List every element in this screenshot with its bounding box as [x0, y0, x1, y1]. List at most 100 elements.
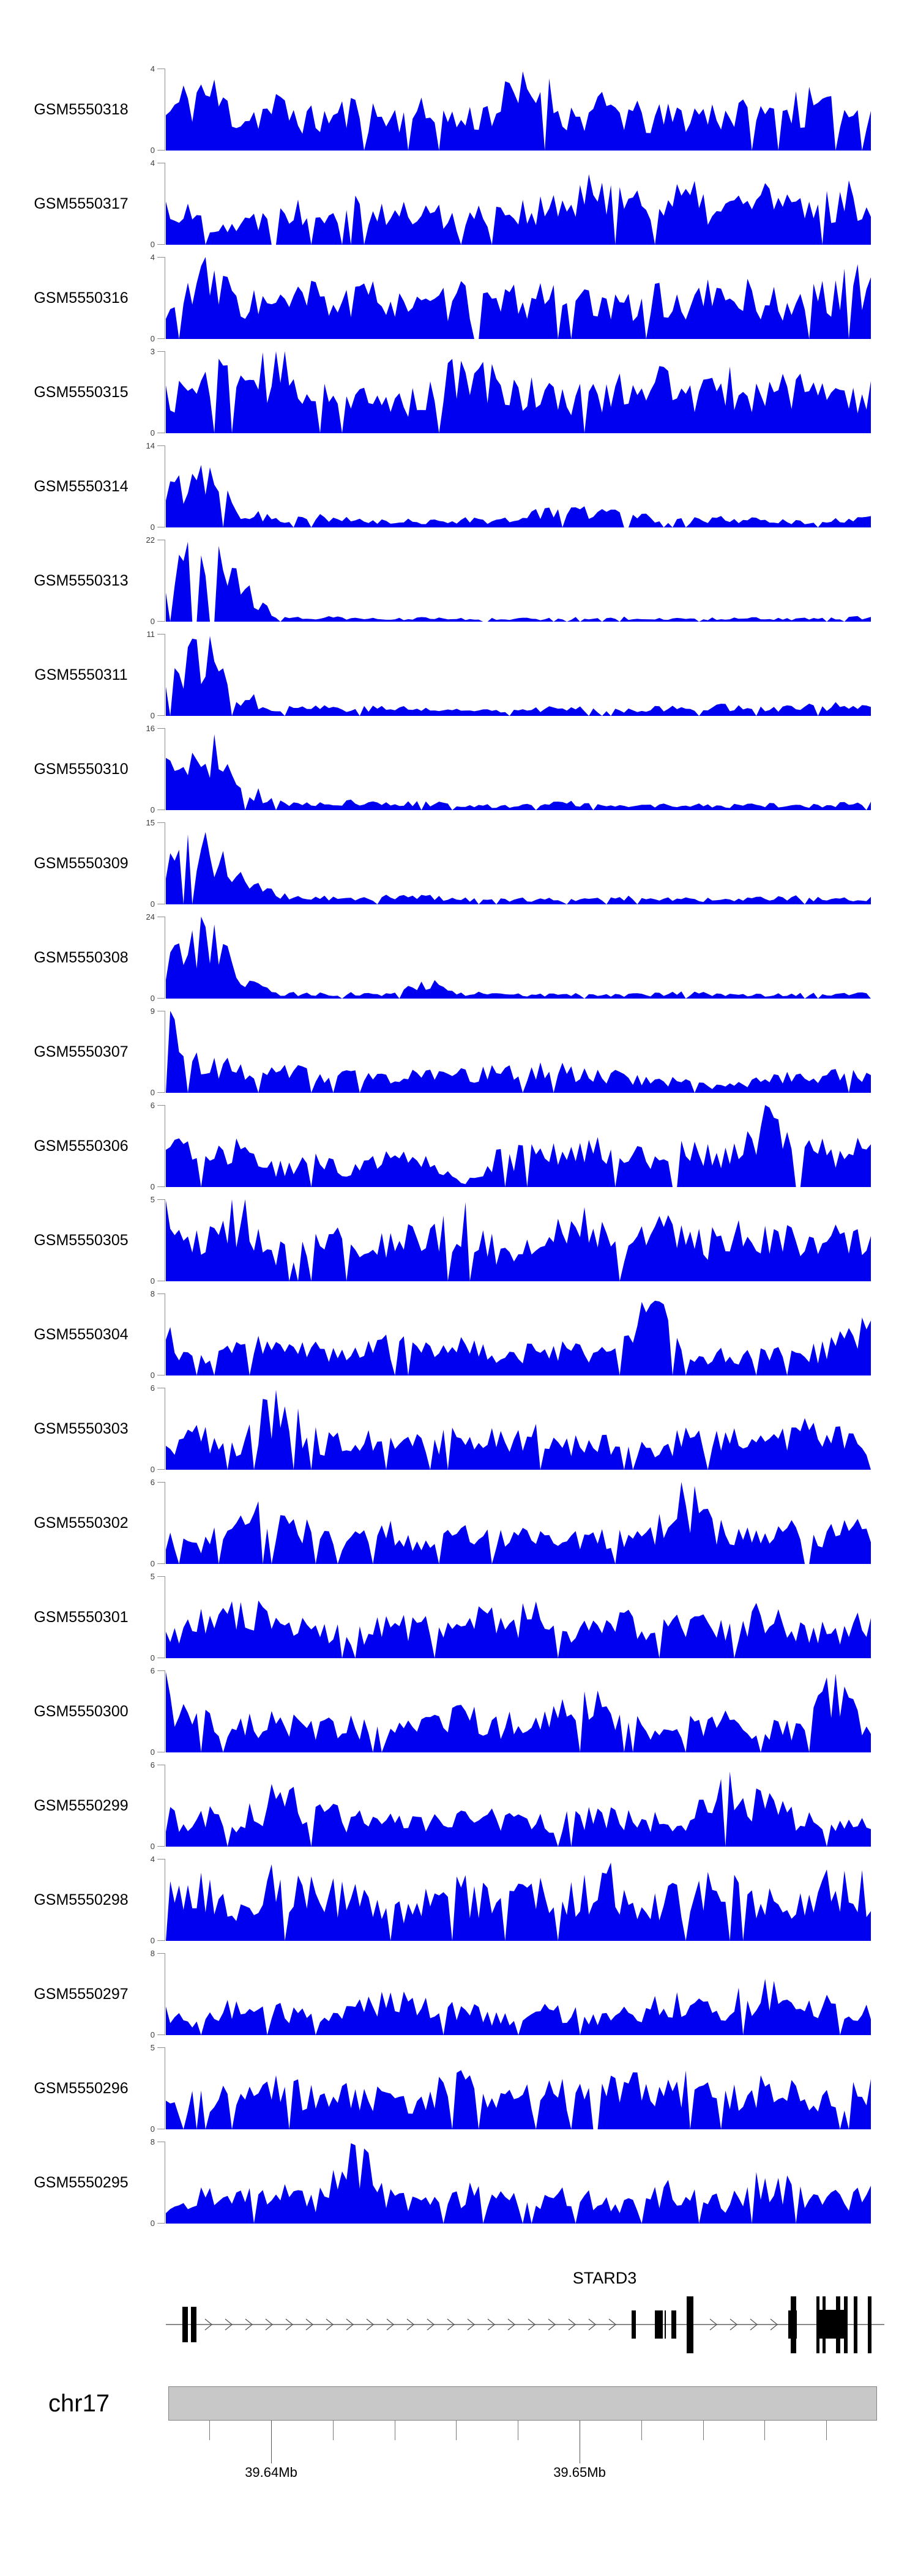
coverage-polygon — [166, 174, 871, 245]
track-ymin-label: 0 — [150, 1842, 155, 1851]
coverage-area-plot — [166, 636, 871, 716]
track-row: GSM5550301 5 0 — [0, 1573, 918, 1662]
coverage-polygon — [166, 71, 871, 151]
track-yaxis-tick — [157, 1940, 165, 1941]
coverage-polygon — [166, 1011, 871, 1093]
track-yaxis-tick — [157, 1482, 165, 1483]
track-yaxis-tick — [157, 2047, 165, 2048]
exon-box — [687, 2296, 693, 2353]
track-sample-label: GSM5550296 — [34, 2079, 129, 2097]
exon-box — [791, 2296, 796, 2353]
axis-minor-tick — [764, 2421, 765, 2440]
track-row: GSM5550308 24 0 — [0, 913, 918, 1003]
track-ymax-label: 6 — [150, 1478, 155, 1487]
strand-arrow-icon — [568, 2318, 577, 2331]
track-ymin-label: 0 — [150, 146, 155, 155]
coverage-polygon — [166, 2070, 871, 2129]
exon-box — [854, 2296, 857, 2353]
track-yaxis-tick — [157, 634, 165, 635]
track-ymin-label: 0 — [150, 240, 155, 249]
coverage-polygon — [166, 257, 871, 339]
coverage-area-plot — [166, 1105, 871, 1187]
track-sample-label: GSM5550308 — [34, 948, 129, 966]
gene-model-track — [166, 2296, 884, 2353]
exon-box — [182, 2307, 188, 2342]
coverage-area-plot — [166, 1600, 871, 1658]
coverage-area-plot — [166, 1863, 871, 1941]
coverage-area-plot — [166, 734, 871, 810]
strand-arrow-icon — [305, 2318, 314, 2331]
coverage-polygon — [166, 1390, 871, 1470]
exon-box — [823, 2296, 826, 2353]
track-sample-label: GSM5550300 — [34, 1702, 129, 1720]
chromosome-name-label: chr17 — [48, 2390, 110, 2417]
track-ymin-label: 0 — [150, 1182, 155, 1191]
track-ymax-label: 6 — [150, 1760, 155, 1770]
coverage-area-plot — [166, 1482, 871, 1564]
track-ymin-label: 0 — [150, 1653, 155, 1662]
strand-arrow-icon — [528, 2318, 536, 2331]
coverage-area-plot — [166, 832, 871, 904]
track-yaxis-tick — [157, 1199, 165, 1200]
track-row: GSM5550303 6 0 — [0, 1384, 918, 1474]
strand-arrow-icon — [588, 2318, 597, 2331]
track-yaxis-tick — [157, 1105, 165, 1106]
track-yaxis-tick — [157, 1469, 165, 1470]
track-sample-label: GSM5550309 — [34, 854, 129, 872]
exon-box — [655, 2310, 663, 2339]
track-yaxis-tick — [157, 1092, 165, 1093]
track-ymax-label: 4 — [150, 253, 155, 262]
track-sample-label: GSM5550298 — [34, 1891, 129, 1908]
coverage-area-plot — [166, 1672, 871, 1752]
track-ymax-label: 8 — [150, 1949, 155, 1958]
track-ymax-label: 14 — [146, 441, 155, 450]
track-sample-label: GSM5550317 — [34, 195, 129, 212]
axis-minor-tick — [641, 2421, 642, 2440]
track-sample-label: GSM5550297 — [34, 1985, 129, 2003]
track-row: GSM5550295 8 0 — [0, 2138, 918, 2228]
track-ymin-label: 0 — [150, 1465, 155, 1474]
track-ymax-label: 22 — [146, 535, 155, 545]
track-row: GSM5550300 6 0 — [0, 1667, 918, 1756]
track-sample-label: GSM5550318 — [34, 100, 129, 118]
track-row: GSM5550298 4 0 — [0, 1855, 918, 1945]
track-sample-label: GSM5550301 — [34, 1608, 129, 1626]
strand-arrow-icon — [386, 2318, 395, 2331]
coverage-polygon — [166, 1199, 871, 1281]
strand-arrow-icon — [730, 2318, 738, 2331]
coverage-polygon — [166, 917, 871, 999]
coverage-area-plot — [166, 1199, 871, 1281]
track-ymin-label: 0 — [150, 1371, 155, 1380]
coverage-area-plot — [166, 464, 871, 527]
track-ymin-label: 0 — [150, 899, 155, 909]
coverage-area-plot — [166, 2143, 871, 2224]
track-ymin-label: 0 — [150, 617, 155, 626]
coverage-polygon — [166, 1482, 871, 1564]
track-yaxis-tick — [157, 338, 165, 339]
track-ymax-label: 4 — [150, 1855, 155, 1864]
track-ymin-label: 0 — [150, 711, 155, 720]
strand-arrow-icon — [245, 2318, 253, 2331]
track-ymax-label: 8 — [150, 1289, 155, 1298]
track-row: GSM5550305 5 0 — [0, 1195, 918, 1285]
track-yaxis-tick — [157, 351, 165, 352]
track-ymin-label: 0 — [150, 2219, 155, 2228]
track-ymax-label: 5 — [150, 1195, 155, 1204]
track-sample-label: GSM5550306 — [34, 1137, 129, 1155]
strand-arrow-icon — [750, 2318, 758, 2331]
track-ymax-label: 24 — [146, 912, 155, 921]
strand-arrow-icon — [285, 2318, 294, 2331]
track-sample-label: GSM5550302 — [34, 1514, 129, 1532]
strand-arrow-icon — [447, 2318, 455, 2331]
track-yaxis-tick — [157, 1953, 165, 1954]
track-sample-label: GSM5550307 — [34, 1043, 129, 1060]
track-ymin-label: 0 — [150, 428, 155, 437]
coverage-area-plot — [166, 1771, 871, 1847]
track-yaxis-tick — [157, 2223, 165, 2224]
track-ymin-label: 0 — [150, 1088, 155, 1097]
axis-major-tick — [271, 2421, 272, 2463]
track-ymin-label: 0 — [150, 994, 155, 1003]
coverage-area-plot — [166, 351, 871, 433]
track-yaxis-tick — [157, 1563, 165, 1564]
